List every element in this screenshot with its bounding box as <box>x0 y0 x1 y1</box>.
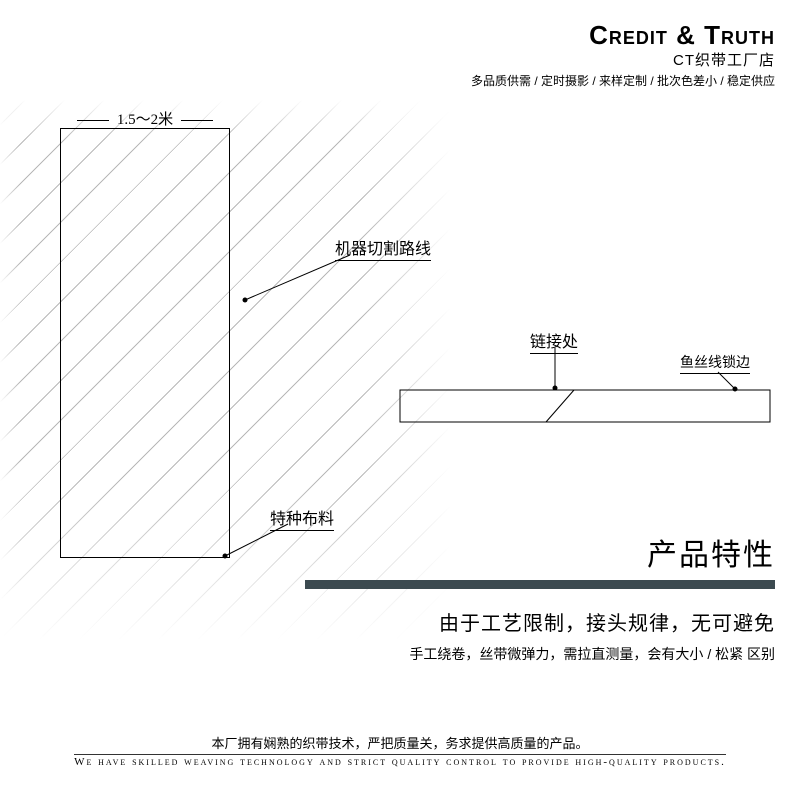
footer-en: We have skilled weaving technology and s… <box>74 754 726 768</box>
footer-cn: 本厂拥有娴熟的织带技术，严把质量关，务求提供高质量的产品。 <box>0 733 800 752</box>
section-bar <box>305 580 775 589</box>
fabric-rectangle <box>60 128 230 558</box>
dimension-text: 1.5～2米 <box>117 112 173 128</box>
label-machine-cut: 机器切割路线 <box>335 235 431 261</box>
dimension-label: 1.5～2米 <box>60 108 230 129</box>
shop-name: CT织带工厂店 <box>471 49 775 70</box>
brand-title: Credit & Truth <box>471 20 775 51</box>
footer: 本厂拥有娴熟的织带技术，严把质量关，务求提供高质量的产品。 We have sk… <box>0 733 800 770</box>
header: Credit & Truth CT织带工厂店 多品质供需 / 定时摄影 / 来样… <box>471 20 775 89</box>
label-joint: 链接处 <box>530 328 578 354</box>
brand-left: Credit <box>589 20 668 50</box>
label-special-fabric: 特种布料 <box>270 505 334 531</box>
section-title: 产品特性 <box>305 530 775 574</box>
brand-amp: & <box>676 20 696 50</box>
section-block: 产品特性 由于工艺限制，接头规律，无可避免 手工绕卷，丝带微弹力，需拉直测量，会… <box>305 530 775 664</box>
brand-right: Truth <box>704 20 775 50</box>
section-line1: 由于工艺限制，接头规律，无可避免 <box>305 607 775 636</box>
label-edge-lock: 鱼丝线锁边 <box>680 352 750 374</box>
feature-list: 多品质供需 / 定时摄影 / 来样定制 / 批次色差小 / 稳定供应 <box>471 72 775 89</box>
section-line2: 手工绕卷，丝带微弹力，需拉直测量，会有大小 / 松紧 区别 <box>305 644 775 664</box>
